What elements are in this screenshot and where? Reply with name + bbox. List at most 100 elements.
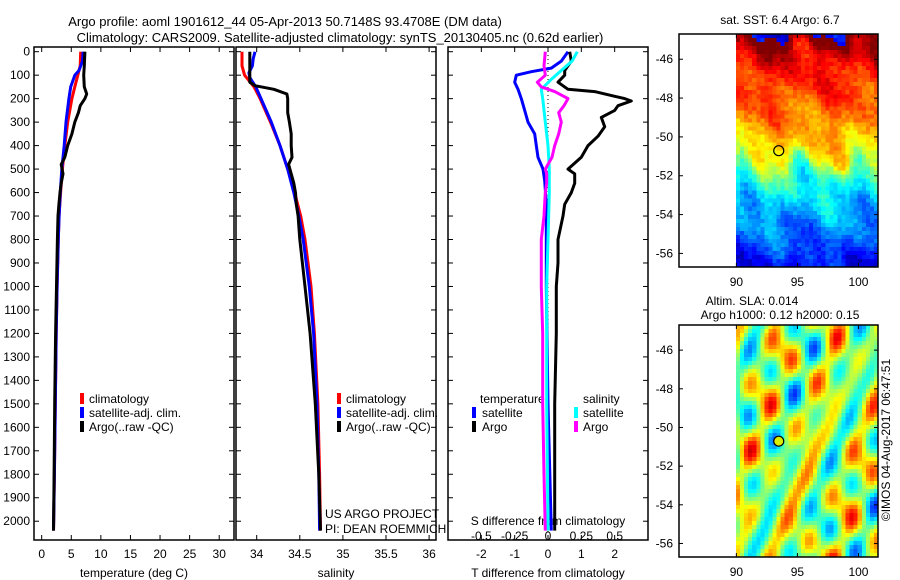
map-lon-label: 90 bbox=[730, 275, 744, 289]
salinity-xlabel: salinity bbox=[318, 566, 355, 580]
y-tick-label: 1700 bbox=[3, 444, 30, 458]
y-tick-label: 400 bbox=[10, 139, 30, 153]
legend-temperature-heading: temperature bbox=[480, 392, 545, 406]
map-lat-label: -46 bbox=[656, 52, 674, 66]
x-tick-label: 36 bbox=[422, 547, 436, 561]
x2-tick-label: -0.25 bbox=[501, 529, 529, 543]
map-lat-label: -54 bbox=[656, 498, 674, 512]
map-lat-label: -50 bbox=[656, 420, 674, 434]
x-tick-label: 2 bbox=[611, 547, 618, 561]
legend-label: satellite-adj. clim. bbox=[346, 406, 438, 420]
temperature-xlabel: temperature (deg C) bbox=[80, 566, 188, 580]
legend-s-argo: Argo bbox=[583, 420, 609, 434]
map-frame bbox=[678, 33, 879, 268]
map-lat-label: -56 bbox=[656, 536, 674, 550]
plot-frame bbox=[235, 46, 437, 541]
map-lat-label: -48 bbox=[656, 91, 674, 105]
legend-swatch bbox=[337, 421, 341, 432]
x-tick-label: 5 bbox=[68, 547, 75, 561]
legend-t-satellite-swatch bbox=[472, 407, 476, 418]
x-tick-label: 34.5 bbox=[288, 547, 312, 561]
x-tick-label: 0 bbox=[545, 547, 552, 561]
y-tick-label: 1100 bbox=[4, 303, 30, 317]
x-tick-label: 35 bbox=[336, 547, 350, 561]
plot-frame bbox=[33, 46, 235, 541]
series-line-t-satellite bbox=[513, 50, 570, 531]
series-line-t-argo bbox=[553, 51, 633, 531]
argo-location-marker bbox=[773, 145, 785, 157]
legend-t-satellite: satellite bbox=[482, 406, 523, 420]
legend-label: climatology bbox=[346, 392, 406, 406]
y-tick-label: 600 bbox=[10, 186, 30, 200]
y-tick-label: 800 bbox=[10, 233, 30, 247]
legend-swatch bbox=[337, 407, 341, 418]
legend-swatch bbox=[80, 407, 84, 418]
map-lat-label: -54 bbox=[656, 208, 674, 222]
x-tick-label: -1 bbox=[509, 547, 520, 561]
series-line-s-argo bbox=[535, 51, 570, 531]
map-lon-label: 100 bbox=[848, 275, 868, 289]
x-tick-label: 30 bbox=[213, 547, 227, 561]
map-lon-label: 90 bbox=[730, 565, 744, 579]
map-frame bbox=[678, 324, 879, 558]
map-lon-label: 100 bbox=[848, 565, 868, 579]
argo-location-marker bbox=[773, 435, 785, 447]
y-tick-label: 1600 bbox=[3, 420, 30, 434]
legend-swatch bbox=[80, 421, 84, 432]
legend-t-argo-swatch bbox=[472, 421, 476, 432]
y-tick-label: 1000 bbox=[3, 279, 30, 293]
y-tick-label: 1500 bbox=[3, 397, 30, 411]
x-tick-label: 10 bbox=[94, 547, 108, 561]
legend-label: satellite-adj. clim. bbox=[89, 406, 181, 420]
series-line-s-satellite bbox=[539, 50, 579, 531]
y-tick-label: 0 bbox=[23, 45, 30, 59]
sst-map-title: sat. SST: 6.4 Argo: 6.7 bbox=[720, 13, 840, 27]
y-tick-label: 2000 bbox=[3, 514, 30, 528]
x-tick-label: 15 bbox=[124, 547, 138, 561]
x-tick-label: 35.5 bbox=[374, 547, 398, 561]
legend-label: Argo(..raw -QC) bbox=[346, 420, 431, 434]
y-tick-label: 1900 bbox=[3, 491, 30, 505]
plot-frame bbox=[447, 46, 649, 541]
x2-tick-label: 0.25 bbox=[570, 529, 594, 543]
x-tick-label: 20 bbox=[153, 547, 167, 561]
project-label: US ARGO PROJECT bbox=[325, 507, 440, 521]
y-tick-label: 1400 bbox=[3, 373, 30, 387]
legend-swatch bbox=[337, 393, 341, 404]
legend-label: climatology bbox=[89, 392, 149, 406]
title-line2: Climatology: CARS2009. Satellite-adjuste… bbox=[77, 30, 604, 45]
x-tick-label: 25 bbox=[183, 547, 197, 561]
map-lat-label: -52 bbox=[656, 459, 674, 473]
map-lon-label: 95 bbox=[791, 275, 805, 289]
x2-tick-label: -0.5 bbox=[471, 529, 492, 543]
map-lat-label: -46 bbox=[656, 343, 674, 357]
sst-map-image bbox=[736, 34, 878, 267]
sla-map-title: Altim. SLA: 0.014 bbox=[706, 294, 799, 308]
legend-label: Argo(..raw -QC) bbox=[89, 420, 174, 434]
imos-stamp: ©IMOS 04-Aug-2017 06:47:51 bbox=[879, 359, 893, 522]
x2-tick-label: 0.5 bbox=[606, 529, 623, 543]
t-diff-xlabel: T difference from climatology bbox=[471, 566, 625, 580]
map-lon-label: 95 bbox=[791, 565, 805, 579]
y-tick-label: 500 bbox=[10, 162, 30, 176]
y-tick-label: 200 bbox=[10, 92, 30, 106]
legend-s-argo-swatch bbox=[574, 421, 578, 432]
x-tick-label: 34 bbox=[250, 547, 264, 561]
x-tick-label: 1 bbox=[578, 547, 585, 561]
legend-swatch bbox=[80, 393, 84, 404]
legend-s-satellite: satellite bbox=[583, 406, 624, 420]
map-lat-label: -56 bbox=[656, 246, 674, 260]
map-lat-label: -52 bbox=[656, 169, 674, 183]
sla-map-image bbox=[736, 325, 878, 557]
legend-salinity-heading: salinity bbox=[583, 392, 620, 406]
legend-t-argo: Argo bbox=[482, 420, 508, 434]
legend-s-satellite-swatch bbox=[574, 407, 578, 418]
y-tick-label: 1200 bbox=[3, 326, 30, 340]
y-tick-label: 300 bbox=[10, 115, 30, 129]
generated-marks: 0100200300400500600700800900100011001200… bbox=[3, 33, 879, 579]
sla-map-subtitle: Argo h1000: 0.12 h2000: 0.15 bbox=[701, 308, 860, 322]
y-tick-label: 100 bbox=[10, 68, 30, 82]
pi-label: PI: DEAN ROEMMICH bbox=[325, 522, 446, 536]
